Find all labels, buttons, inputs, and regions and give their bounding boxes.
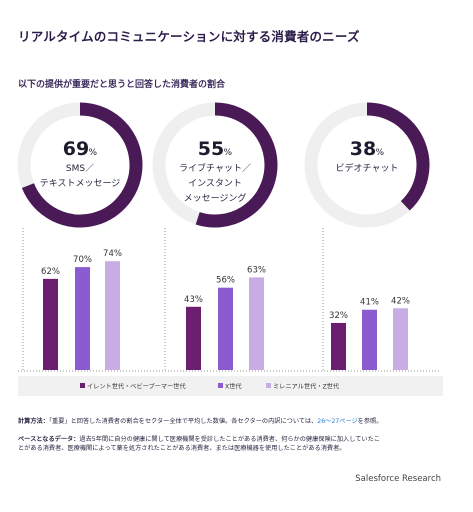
base-text-2: とがある消費者、医療機関によって薬を処方されたことがある消費者、または医療機器を… xyxy=(18,444,346,452)
bar-value-label: 74% xyxy=(103,249,122,259)
ring-category-label: ビデオチャット xyxy=(336,162,399,174)
bar xyxy=(331,322,346,370)
bar-value-label: 63% xyxy=(247,265,266,275)
ring-value-label: 38 xyxy=(350,138,376,160)
legend-swatch xyxy=(266,383,271,388)
ring-value-unit: % xyxy=(224,148,233,158)
legend-background xyxy=(18,376,443,396)
ring-category-label: テキストメッセージ xyxy=(40,178,121,189)
bar xyxy=(393,308,408,370)
bar-value-label: 70% xyxy=(73,255,92,265)
method-link[interactable]: 26～27ページ xyxy=(317,418,358,425)
bar-value-label: 41% xyxy=(360,298,379,308)
ring-value-unit: % xyxy=(89,148,98,158)
bar xyxy=(43,278,58,370)
ring-category-label: SMS／ xyxy=(66,163,94,174)
bar xyxy=(362,309,377,370)
ring-category-label: インスタント xyxy=(188,178,242,189)
bar-group: 62% 70% 74% 43% 56% 63% 32% 41% 42% xyxy=(18,228,440,372)
donut-group: 69 % SMS／ テキストメッセージ 55 % ライブチャット／ インスタントメッセージング… xyxy=(17,102,430,228)
method-tail: を参照。 xyxy=(357,418,383,425)
bar xyxy=(105,261,120,370)
bar-value-label: 32% xyxy=(329,311,348,321)
legend-swatch xyxy=(80,383,85,388)
bar xyxy=(218,287,233,370)
legend: イレント世代・ベビーブーマー世代 X世代 ミレニアル世代・Z世代 xyxy=(18,376,443,396)
bar-value-label: 56% xyxy=(216,276,235,286)
bar xyxy=(186,306,201,370)
method-text: 「重要」と回答した消費者の割合をセクター全体で平均した数値。各セクターの内訳につ… xyxy=(48,418,318,425)
legend-label: イレント世代・ベビーブーマー世代 xyxy=(87,383,186,391)
legend-label: X世代 xyxy=(225,383,242,391)
ring-value-label: 55 xyxy=(198,138,224,160)
bar xyxy=(249,277,264,370)
ring-category-label: ライブチャット／ xyxy=(179,162,251,174)
chart-subtitle: 以下の提供が重要だと思うと回答した消費者の割合 xyxy=(18,80,226,90)
footer-base: ベースとなるデータ：過去5年間に自分の健康に関して医療機関を受診したことがある消… xyxy=(18,436,380,454)
ring-value-unit: % xyxy=(376,148,385,158)
base-label: ベースとなるデータ： xyxy=(18,436,80,443)
bar-value-label: 43% xyxy=(184,295,203,305)
method-label: 計算方法： xyxy=(18,418,49,425)
legend-label: ミレニアル世代・Z世代 xyxy=(273,383,340,391)
ring-value-arc xyxy=(195,102,278,228)
brand-label: Salesforce Research xyxy=(355,474,441,484)
legend-swatch xyxy=(218,383,223,388)
base-text-1: 過去5年間に自分の健康に関して医療機関を受診したことがある消費者、何らかの健康保… xyxy=(79,436,380,443)
ring-category-label: メッセージング xyxy=(184,192,247,204)
ring-value-arc xyxy=(366,102,430,211)
bar-value-label: 42% xyxy=(391,296,410,306)
page-title: リアルタイムのコミュニケーションに対する消費者のニーズ xyxy=(18,29,360,44)
bar-value-label: 62% xyxy=(41,267,60,277)
ring-value-arc xyxy=(21,102,143,228)
footer-method: 計算方法：「重要」と回答した消費者の割合をセクター全体で平均した数値。各セクター… xyxy=(18,418,382,427)
ring-value-label: 69 xyxy=(63,138,89,160)
bar xyxy=(75,267,90,370)
